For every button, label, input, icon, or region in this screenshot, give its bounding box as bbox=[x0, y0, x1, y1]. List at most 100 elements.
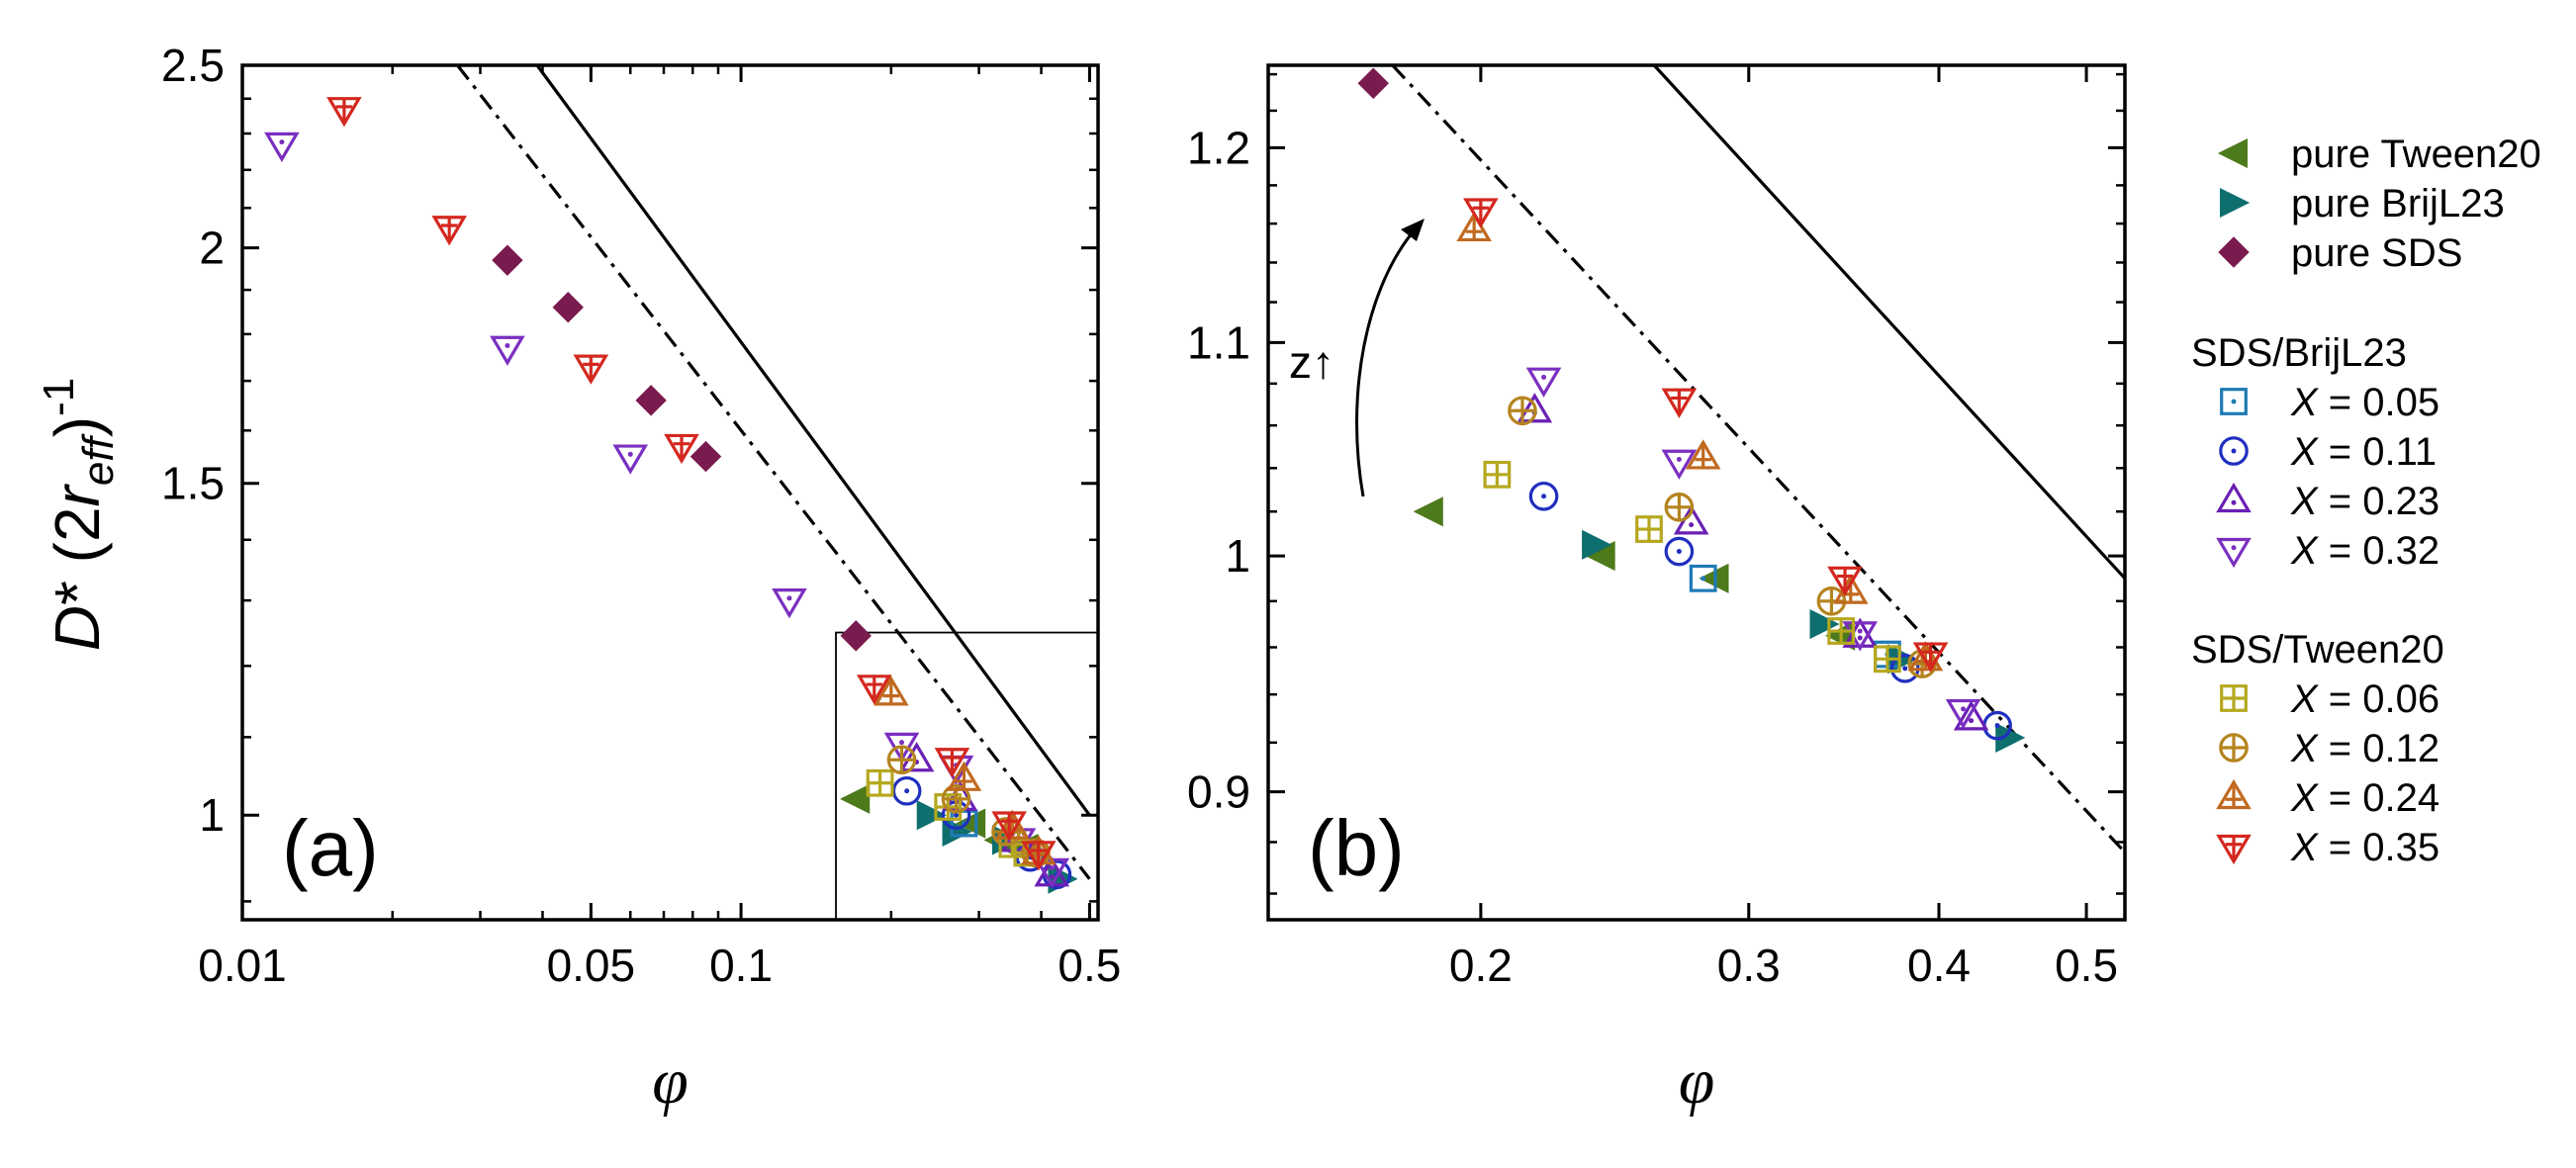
y-tick-label: 1 bbox=[199, 789, 225, 841]
data-point bbox=[1945, 698, 1981, 730]
legend-marker bbox=[2216, 778, 2252, 810]
data-point bbox=[664, 433, 699, 465]
series-pure-tween20 bbox=[1413, 496, 1856, 651]
data-point bbox=[934, 748, 970, 778]
data-point bbox=[326, 97, 362, 128]
y-tick-label: 1.2 bbox=[1187, 122, 1250, 173]
data-point bbox=[991, 811, 1027, 842]
data-point bbox=[840, 783, 871, 814]
minor-ticks bbox=[1268, 65, 2125, 920]
data-point bbox=[874, 675, 909, 706]
y-tick-label: 1.1 bbox=[1187, 316, 1250, 368]
data-point bbox=[1021, 841, 1057, 871]
data-point bbox=[1357, 67, 1389, 99]
data-point bbox=[1483, 460, 1512, 489]
data-point bbox=[840, 620, 872, 652]
y-tick-label: 2 bbox=[199, 223, 225, 274]
x-axis-label: φ bbox=[652, 1045, 689, 1118]
legend-label: X = 0.05 bbox=[2290, 381, 2439, 424]
series-sds-brijl23-x-0-11 bbox=[1528, 481, 2012, 741]
data-point bbox=[1664, 536, 1695, 567]
legend-marker bbox=[2216, 482, 2252, 513]
y-tick-label: 2.5 bbox=[161, 40, 225, 91]
data-point bbox=[1413, 496, 1443, 527]
legend-item: pure SDS bbox=[2218, 231, 2462, 275]
series-sds-tween20-x-0-35 bbox=[326, 97, 1057, 871]
data-point bbox=[635, 385, 667, 416]
legend-label: X = 0.11 bbox=[2290, 430, 2437, 474]
data-point bbox=[1635, 515, 1663, 543]
legend-marker bbox=[2219, 733, 2249, 763]
data-point bbox=[1463, 198, 1499, 228]
series-sds-tween20-x-0-12 bbox=[886, 745, 1051, 868]
data-point bbox=[856, 674, 892, 705]
data-point bbox=[1873, 645, 1901, 674]
data-point bbox=[552, 291, 584, 323]
x-tick-label: 0.1 bbox=[709, 940, 773, 991]
data-points bbox=[264, 97, 1078, 894]
series-sds-tween20-x-0-35 bbox=[1463, 198, 1949, 673]
plot-frame bbox=[240, 63, 1100, 922]
legend-marker bbox=[2220, 187, 2251, 219]
y-tick-label: 0.9 bbox=[1187, 766, 1250, 818]
data-point bbox=[1809, 608, 1840, 640]
reference-line-solid bbox=[535, 65, 1091, 817]
z-annotation: z↑ bbox=[1289, 336, 1334, 388]
legend-marker bbox=[2220, 684, 2248, 712]
legend-label: X = 0.23 bbox=[2290, 480, 2439, 523]
series-sds-tween20-x-0-24 bbox=[1456, 211, 1944, 672]
data-point bbox=[772, 588, 807, 619]
legend-item: X = 0.24 bbox=[2216, 776, 2439, 820]
data-point bbox=[573, 354, 609, 385]
data-point bbox=[1953, 700, 1989, 731]
data-point bbox=[1685, 439, 1721, 470]
legend-label: X = 0.32 bbox=[2290, 529, 2439, 573]
x-tick-label: 0.4 bbox=[1907, 940, 1971, 991]
data-point bbox=[264, 132, 300, 163]
x-tick-label: 0.5 bbox=[2055, 940, 2118, 991]
reference-line-dash-dot bbox=[1391, 65, 2125, 854]
series-sds-tween20-x-0-06 bbox=[1483, 460, 1901, 674]
x-tick-label: 0.3 bbox=[1717, 940, 1781, 991]
series-sds-brijl23-x-0-32 bbox=[1525, 367, 1981, 730]
legend-item: X = 0.11 bbox=[2219, 430, 2437, 474]
legend-item: X = 0.12 bbox=[2219, 727, 2439, 770]
legend-item: X = 0.06 bbox=[2220, 677, 2439, 721]
legend-item: pure Tween20 bbox=[2217, 133, 2541, 176]
legend-group-title: SDS/Tween20 bbox=[2191, 628, 2444, 672]
data-point bbox=[690, 440, 722, 473]
legend-item: pure BrijL23 bbox=[2220, 182, 2505, 225]
x-tick-label: 0.05 bbox=[547, 940, 636, 991]
legend-label: pure SDS bbox=[2291, 231, 2462, 275]
reference-line-dash-dot bbox=[456, 65, 1091, 880]
series-pure-sds bbox=[492, 244, 872, 652]
plot-frame bbox=[1266, 63, 2127, 922]
legend-label: X = 0.06 bbox=[2290, 677, 2439, 721]
legend-marker bbox=[2216, 834, 2252, 865]
data-point bbox=[946, 761, 982, 791]
legend-label: X = 0.35 bbox=[2290, 826, 2439, 869]
data-point bbox=[1689, 564, 1717, 592]
data-point bbox=[492, 244, 523, 276]
legend-label: pure Tween20 bbox=[2291, 133, 2541, 176]
x-tick-label: 0.01 bbox=[198, 940, 287, 991]
series-pure-sds bbox=[1357, 67, 1389, 99]
legend-item: X = 0.35 bbox=[2216, 826, 2439, 869]
y-tick-label: 1 bbox=[1225, 530, 1250, 582]
legend-marker bbox=[2217, 137, 2248, 169]
data-point bbox=[612, 444, 649, 475]
data-point bbox=[866, 768, 894, 797]
data-point bbox=[1827, 566, 1863, 596]
series-sds-tween20-x-0-12 bbox=[1508, 396, 1937, 678]
series-sds-brijl23-x-0-23 bbox=[1517, 393, 1989, 731]
y-axis-label: D* (2reff)-1 bbox=[35, 378, 123, 651]
series-sds-brijl23-x-0-32 bbox=[264, 132, 1070, 888]
data-point bbox=[956, 808, 986, 839]
legend-marker bbox=[2218, 236, 2250, 268]
data-point bbox=[431, 216, 467, 246]
panel-label: (a) bbox=[282, 804, 379, 892]
data-point bbox=[1456, 211, 1492, 242]
legend-item: X = 0.05 bbox=[2220, 381, 2439, 424]
data-point bbox=[891, 775, 922, 806]
